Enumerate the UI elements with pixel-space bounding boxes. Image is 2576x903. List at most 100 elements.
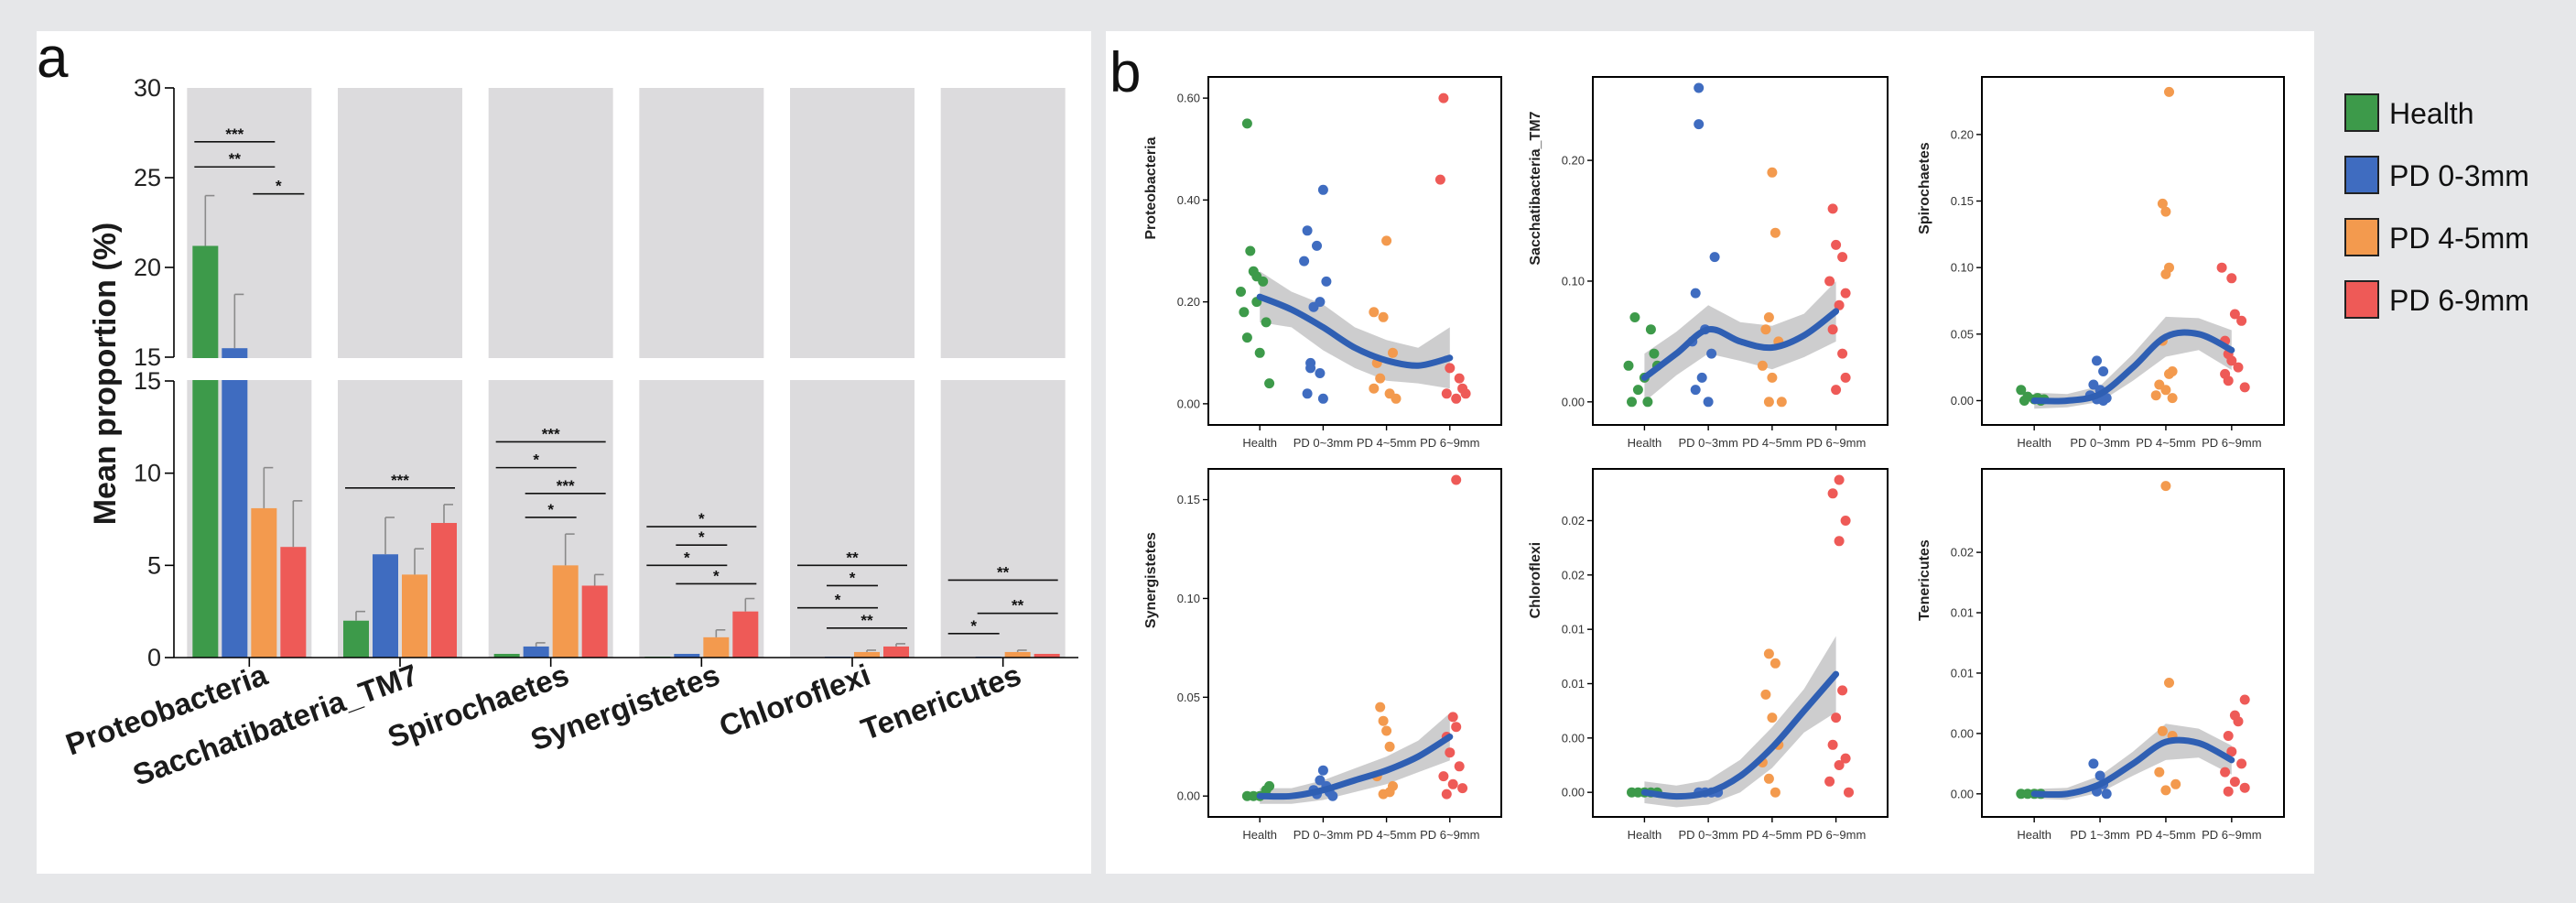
y-tick-label: 0.00	[1177, 397, 1200, 410]
bar	[493, 653, 520, 658]
data-point	[1767, 713, 1778, 723]
data-point	[1451, 474, 1462, 485]
data-point	[1844, 787, 1854, 798]
data-point	[1827, 488, 1838, 499]
x-tick-label: PD 1~3mm	[2070, 828, 2129, 842]
data-point	[2154, 767, 2165, 778]
data-point	[1760, 324, 1771, 335]
data-point	[1369, 307, 1380, 318]
bar	[1034, 653, 1060, 658]
data-point	[1264, 780, 1275, 791]
y-tick-label: 0.15	[1177, 493, 1200, 506]
data-point	[1827, 324, 1838, 335]
y-tick-label: 0.00	[1951, 787, 1974, 800]
data-point	[1629, 312, 1640, 322]
significance-label: *	[684, 549, 690, 566]
significance-label: ***	[542, 425, 560, 442]
y-tick-label: 0.05	[1951, 327, 1974, 341]
x-tick-label: PD 6~9mm	[2202, 436, 2261, 450]
legend-label: Health	[2389, 97, 2474, 130]
significance-label: ***	[225, 125, 244, 143]
bar	[280, 547, 307, 658]
confidence-band	[1260, 271, 1450, 389]
y-axis-title: Mean proportion (%)	[88, 223, 123, 526]
data-point	[1315, 297, 1326, 308]
data-point	[1690, 288, 1701, 299]
bar	[732, 611, 759, 658]
data-point	[2233, 362, 2244, 373]
y-tick-label: 0.60	[1177, 92, 1200, 105]
data-point	[2160, 481, 2171, 492]
x-tick-label: PD 4~5mm	[1742, 436, 1802, 450]
y-tick-label: 0.00	[1562, 786, 1585, 800]
trend-line	[1256, 734, 1454, 800]
y-tick-label: 15	[134, 343, 161, 371]
data-point	[1840, 753, 1851, 764]
data-point	[2098, 366, 2109, 376]
y-tick-label: 0.10	[1562, 274, 1585, 288]
significance-label: *	[698, 510, 705, 528]
data-point	[1696, 372, 1707, 383]
significance-label: *	[276, 178, 282, 195]
legend-label: PD 0-3mm	[2389, 159, 2529, 192]
data-point	[1445, 363, 1456, 374]
significance-label: *	[713, 567, 720, 584]
data-point	[2236, 315, 2247, 326]
data-point	[2236, 758, 2247, 769]
data-point	[1451, 393, 1462, 404]
y-tick-label: 0.15	[1951, 194, 1974, 208]
x-tick-label: PD 0~3mm	[2070, 436, 2129, 450]
significance-label: ***	[557, 477, 575, 495]
data-point	[1834, 536, 1845, 547]
legend-swatch	[2344, 156, 2379, 194]
data-point	[1694, 119, 1705, 130]
plot-frame	[1207, 468, 1502, 818]
data-point	[1321, 276, 1332, 287]
data-point	[1315, 368, 1326, 378]
bar	[343, 620, 369, 658]
data-point	[1770, 787, 1780, 798]
data-point	[1763, 397, 1774, 408]
data-point	[1441, 789, 1452, 800]
y-tick-label: 25	[134, 164, 161, 191]
data-point	[1241, 118, 1252, 129]
data-point	[1378, 789, 1389, 800]
data-point	[1831, 239, 1842, 250]
y-tick-label: 0.00	[1562, 395, 1585, 408]
data-point	[1261, 317, 1272, 328]
x-tick-label: PD 6~9mm	[1420, 828, 1479, 842]
data-point	[1378, 715, 1389, 726]
bar	[552, 565, 579, 658]
y-tick-label: 0.00	[1562, 731, 1585, 745]
panel-b-letter: b	[1109, 41, 1141, 104]
data-point	[1690, 385, 1701, 396]
significance-label: *	[835, 592, 841, 609]
data-point	[1441, 388, 1452, 399]
data-point	[1763, 312, 1774, 322]
data-point	[2088, 758, 2099, 769]
data-point	[1299, 256, 1310, 267]
data-point	[2160, 385, 2171, 396]
y-tick-label: 0.02	[1562, 514, 1585, 528]
data-point	[2229, 777, 2240, 788]
data-point	[2019, 396, 2029, 406]
bar	[222, 348, 248, 658]
significance-label: **	[1012, 597, 1024, 615]
data-point	[1837, 348, 1848, 359]
data-point	[1447, 712, 1458, 723]
data-point	[1632, 385, 1643, 396]
scatter-plot-synergistetes: 0.00 0.05 0.10 0.15 Health PD 0~3mm PD 4~5mm PD…	[1143, 468, 1502, 842]
legend-item: PD 6-9mm	[2344, 280, 2529, 319]
data-point	[1627, 397, 1637, 408]
bar	[581, 585, 608, 658]
y-axis-title: Chloroflexi	[1528, 542, 1543, 619]
bar	[883, 646, 909, 658]
x-tick-label: PD 6~9mm	[1806, 828, 1866, 842]
data-point	[1239, 307, 1250, 318]
data-point	[1837, 685, 1848, 696]
data-point	[2164, 678, 2174, 688]
data-point	[1315, 775, 1326, 786]
significance-label: *	[533, 452, 539, 469]
